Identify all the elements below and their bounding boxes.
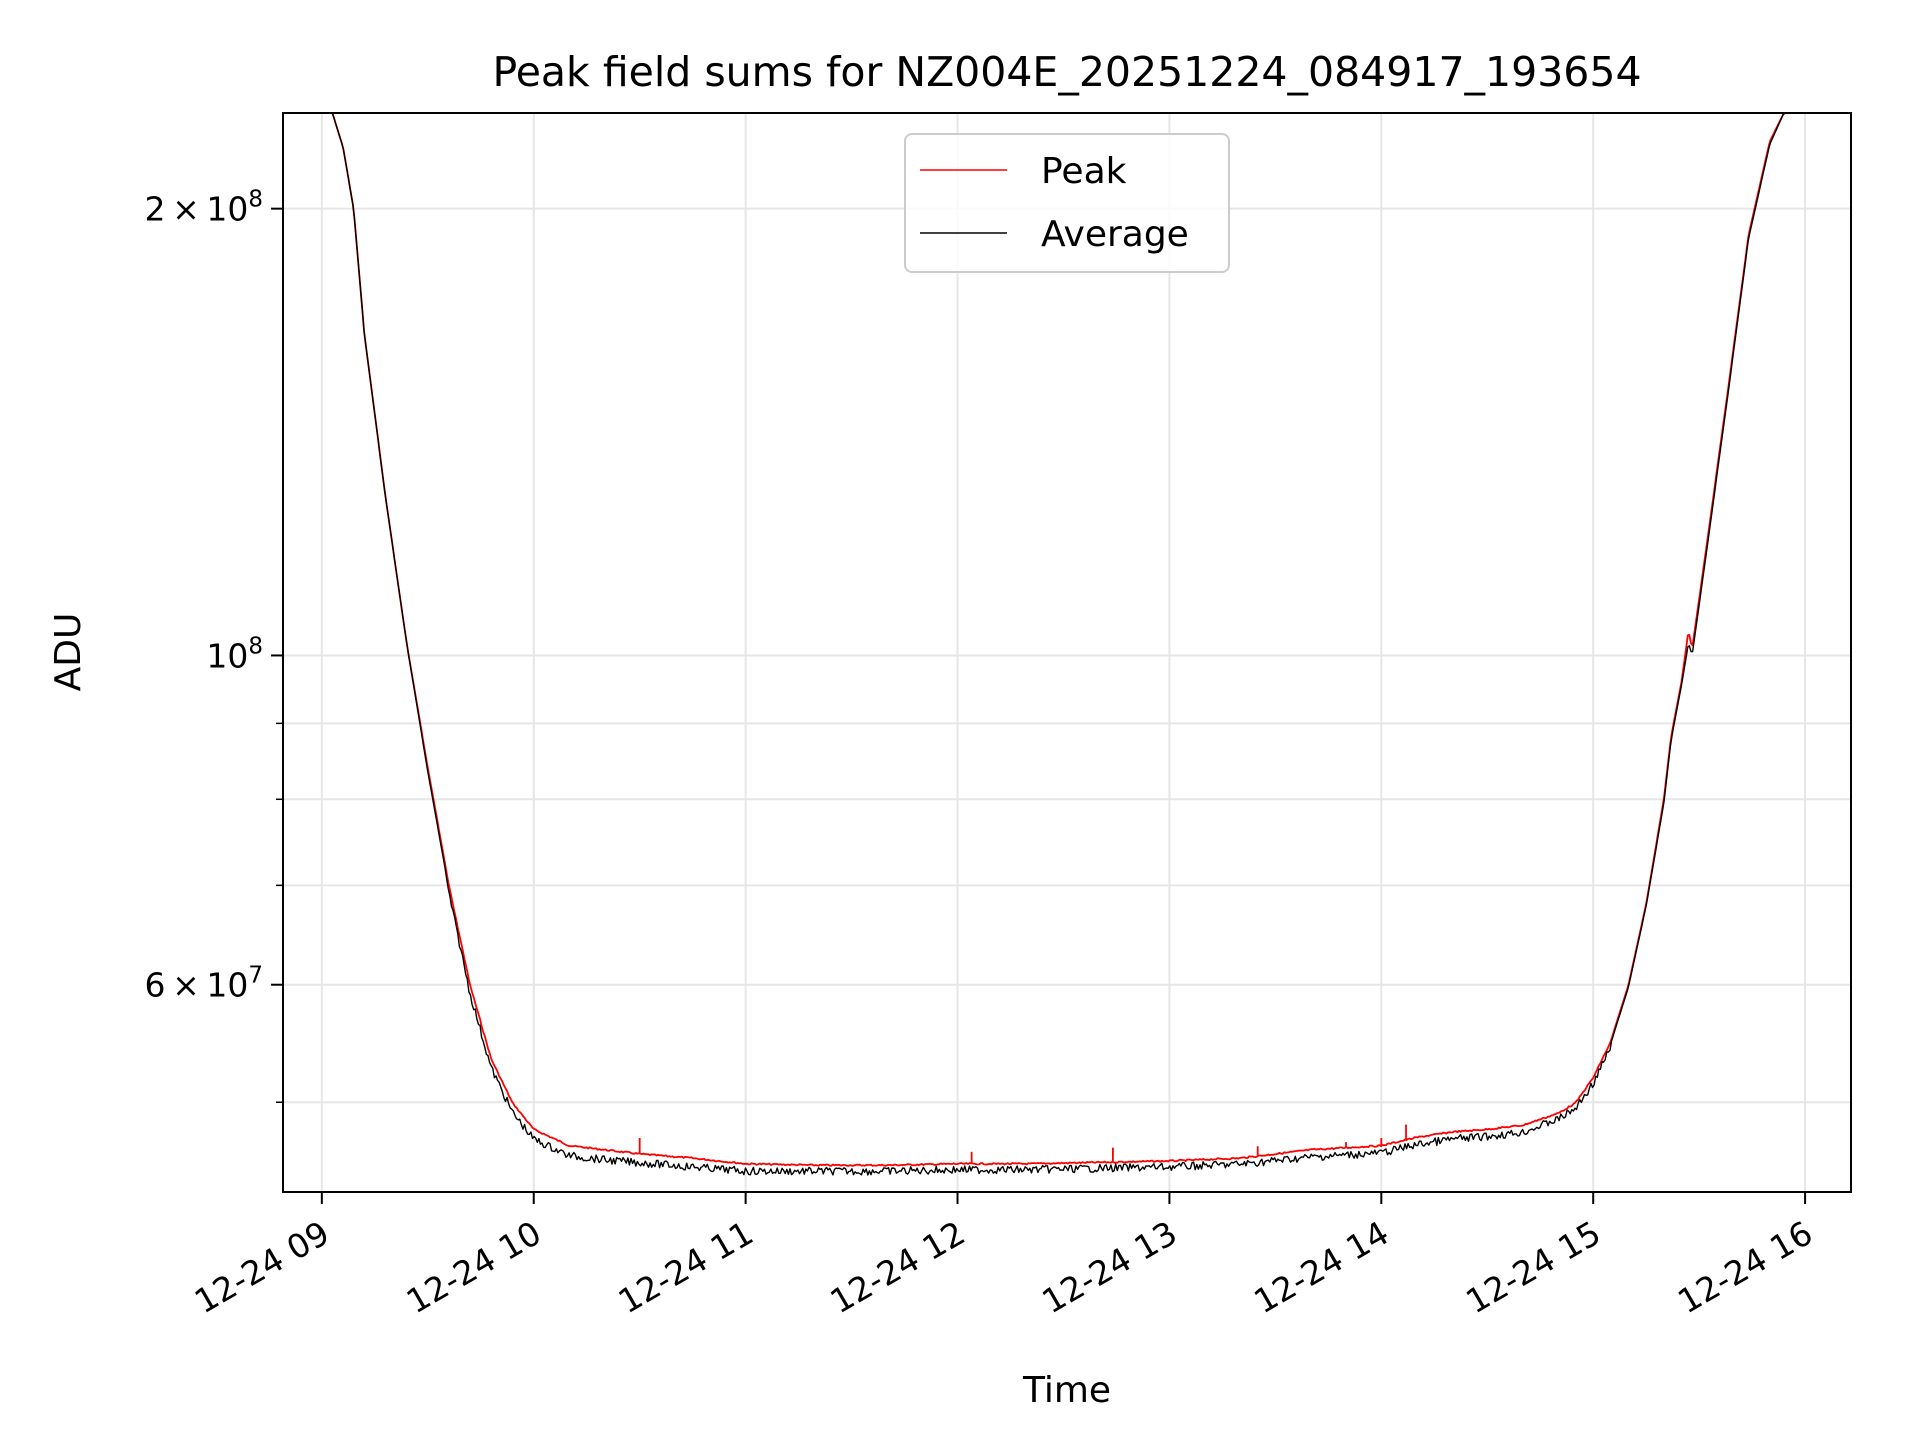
legend-label-average: Average (1041, 214, 1189, 255)
legend: Peak Average (904, 133, 1230, 273)
y-tick-label: 6 × 107 (145, 963, 263, 1005)
grid (283, 113, 1851, 1192)
series-layer (283, 112, 1850, 1176)
x-axis-label: Time (1022, 1370, 1111, 1411)
y-tick-label: 108 (206, 633, 263, 675)
y-tick-label: 2 × 108 (145, 187, 263, 229)
series-line-average (283, 112, 1850, 1176)
legend-box (904, 133, 1230, 273)
series-line-peak (283, 112, 1850, 1167)
chart-title: Peak field sums for NZ004E_20251224_0849… (492, 48, 1641, 96)
y-axis-label: ADU (48, 613, 89, 692)
plot-frame (282, 112, 1852, 1193)
legend-label-peak: Peak (1041, 151, 1127, 192)
y-axis: 2 × 108 108 6 × 107 (145, 187, 283, 1103)
